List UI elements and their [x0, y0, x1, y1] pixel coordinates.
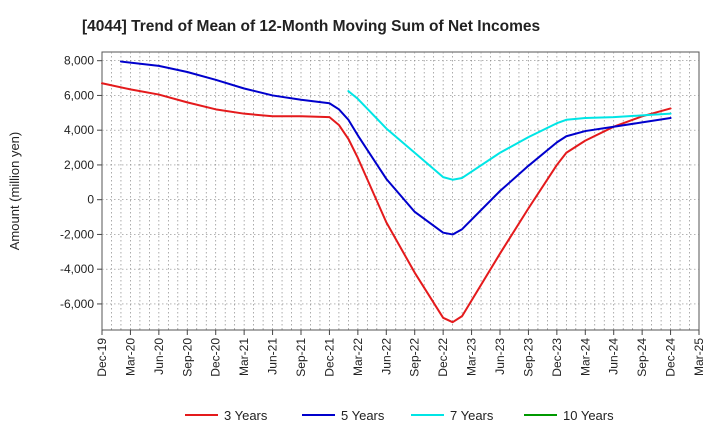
y-tick-label: -6,000 — [60, 297, 94, 311]
x-tick-label: Jun-20 — [152, 338, 166, 375]
series-line-5-years — [119, 60, 672, 236]
legend-label: 5 Years — [341, 408, 385, 423]
x-tick-label: Sep-20 — [180, 338, 194, 377]
grid — [102, 52, 699, 330]
x-tick-label: Dec-20 — [209, 338, 223, 377]
x-tick-label: Dec-23 — [550, 338, 564, 377]
x-tick-label: Jun-24 — [607, 338, 621, 375]
series-line-3-years — [101, 82, 672, 324]
legend-label: 3 Years — [224, 408, 268, 423]
legend-label: 7 Years — [450, 408, 494, 423]
x-tick-label: Mar-22 — [351, 338, 365, 376]
x-tick-label: Jun-23 — [493, 338, 507, 375]
legend-label: 10 Years — [563, 408, 614, 423]
x-tick-label: Dec-19 — [95, 338, 109, 377]
chart-title: [4044] Trend of Mean of 12-Month Moving … — [82, 18, 540, 35]
series-lines — [101, 60, 672, 324]
plot-area — [101, 51, 700, 331]
x-tick-label: Dec-21 — [322, 338, 336, 377]
x-tick-label: Mar-21 — [237, 338, 251, 376]
y-tick-label: 2,000 — [64, 158, 94, 172]
x-tick-label: Sep-22 — [408, 338, 422, 377]
x-tick-label: Mar-23 — [465, 338, 479, 376]
x-tick-label: Sep-24 — [635, 338, 649, 377]
x-tick-label: Mar-20 — [123, 338, 137, 376]
x-tick-label: Sep-23 — [521, 338, 535, 377]
y-tick-label: -2,000 — [60, 227, 94, 241]
x-tick-label: Mar-25 — [692, 338, 706, 376]
y-axis-ticks: -6,000 -4,000 -2,000 0 2,000 4,000 6,000 8,000 — [60, 54, 102, 311]
x-tick-label: Dec-24 — [664, 338, 678, 377]
x-tick-label: Dec-22 — [436, 338, 450, 377]
x-tick-label: Jun-21 — [266, 338, 280, 375]
y-tick-label: 4,000 — [64, 123, 94, 137]
y-axis-title: Amount (million yen) — [7, 132, 22, 251]
x-tick-label: Sep-21 — [294, 338, 308, 377]
y-tick-label: 8,000 — [64, 54, 94, 68]
y-tick-label: -4,000 — [60, 262, 94, 276]
legend: 3 Years 5 Years 7 Years 10 Years — [185, 408, 614, 423]
x-tick-label: Jun-22 — [379, 338, 393, 375]
series-line-7-years — [347, 90, 672, 181]
y-tick-label: 6,000 — [64, 88, 94, 102]
x-axis-ticks: Dec-19 Mar-20 Jun-20 Sep-20 Dec-20 Mar-21 Jun-… — [95, 330, 706, 377]
x-tick-label: Mar-24 — [578, 338, 592, 376]
y-tick-label: 0 — [87, 193, 94, 207]
